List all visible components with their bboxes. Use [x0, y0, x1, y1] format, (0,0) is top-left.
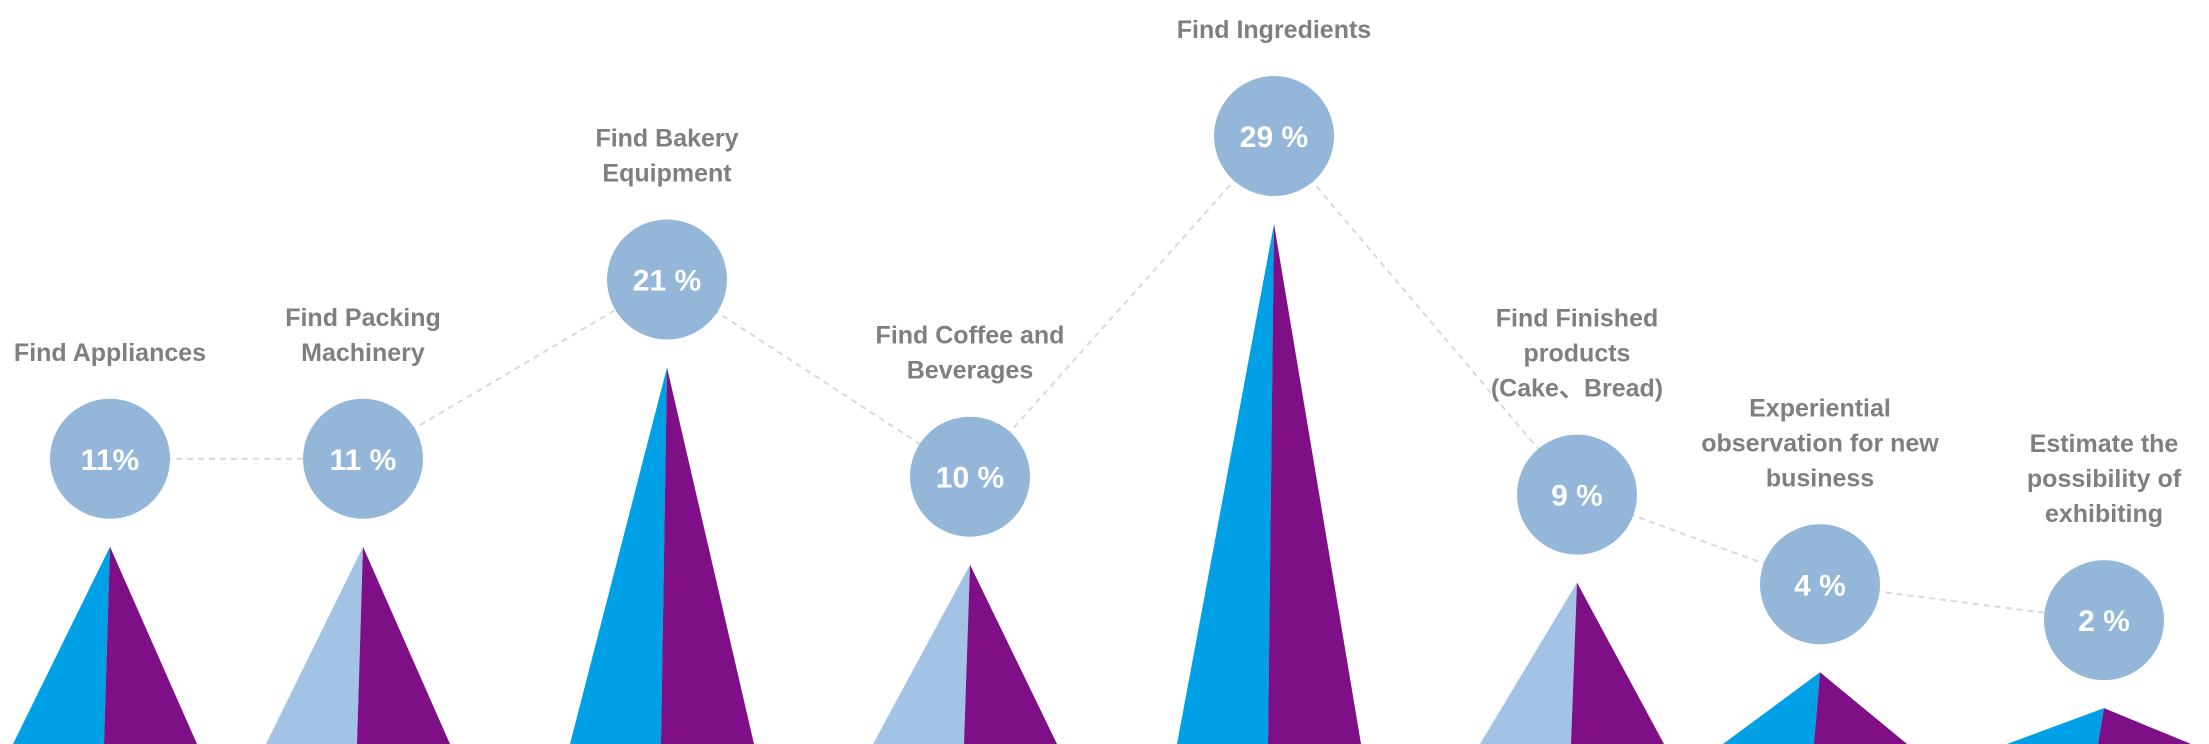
- category-label: Find Appliances: [14, 339, 206, 367]
- category-label: Estimate the: [2030, 430, 2179, 458]
- pyramid-right-face: [964, 564, 1057, 744]
- category-label: Find Ingredients: [1177, 16, 1371, 44]
- pyramid-left-face: [266, 546, 363, 744]
- pyramid-left-face: [13, 546, 110, 744]
- pyramid-right-face: [104, 546, 197, 744]
- category-label: Machinery: [301, 339, 425, 367]
- pyramid-right-face: [1814, 672, 1907, 744]
- value-label: 2 %: [2078, 605, 2130, 638]
- value-bubble: [50, 398, 170, 519]
- value-bubble: [910, 416, 1030, 537]
- value-label: 11%: [81, 444, 139, 477]
- pyramid-left-face: [570, 367, 667, 744]
- category-label: Experiential: [1749, 394, 1891, 422]
- pyramid-left-face: [1723, 672, 1820, 744]
- category-label: products: [1524, 340, 1631, 368]
- category-label: (Cake、Bread): [1491, 375, 1663, 403]
- category-label: Equipment: [602, 159, 732, 187]
- pyramid-right-face: [2098, 708, 2191, 744]
- pyramid-left-face: [1177, 224, 1274, 744]
- pyramid-right-face: [357, 546, 450, 744]
- value-bubble: [1517, 434, 1637, 555]
- category-label: business: [1766, 464, 1874, 492]
- value-bubble: [303, 398, 423, 519]
- connector-line: [1273, 135, 1578, 496]
- category-label: Find Coffee and: [876, 322, 1065, 350]
- value-label: 21 %: [633, 264, 701, 297]
- value-bubble: [1214, 76, 1334, 197]
- category-label: Find Bakery: [595, 124, 738, 152]
- value-bubbles: 11% 11 % 21 % 10 % 29 % 9 % 4 % 2 %: [50, 76, 2164, 681]
- pyramid-right-face: [1571, 582, 1664, 744]
- value-label: 9 %: [1551, 480, 1603, 513]
- value-label: 4 %: [1794, 569, 1846, 602]
- category-label: exhibiting: [2045, 500, 2163, 528]
- value-bubble: [2044, 560, 2164, 681]
- pyramid-left-face: [873, 564, 970, 744]
- category-labels: Find Appliances Find Packing Machinery Find…: [14, 16, 2182, 528]
- value-label: 10 %: [936, 462, 1004, 495]
- category-label: possibility of: [2027, 465, 2182, 493]
- pyramid-bars: [13, 224, 2191, 744]
- category-label: Beverages: [907, 357, 1033, 385]
- pyramid-left-face: [2007, 708, 2104, 744]
- category-label: Find Packing: [285, 304, 441, 332]
- pyramid-left-face: [1480, 582, 1577, 744]
- connector-line: [666, 278, 971, 478]
- category-label: observation for new: [1701, 429, 1939, 457]
- category-label: Find Finished: [1496, 305, 1659, 333]
- value-label: 29 %: [1240, 121, 1308, 154]
- connector-line: [969, 135, 1275, 478]
- pyramid-right-face: [661, 367, 754, 744]
- pyramid-right-face: [1268, 224, 1361, 744]
- value-bubble: [607, 219, 727, 340]
- value-label: 11 %: [330, 444, 397, 477]
- value-bubble: [1760, 524, 1880, 645]
